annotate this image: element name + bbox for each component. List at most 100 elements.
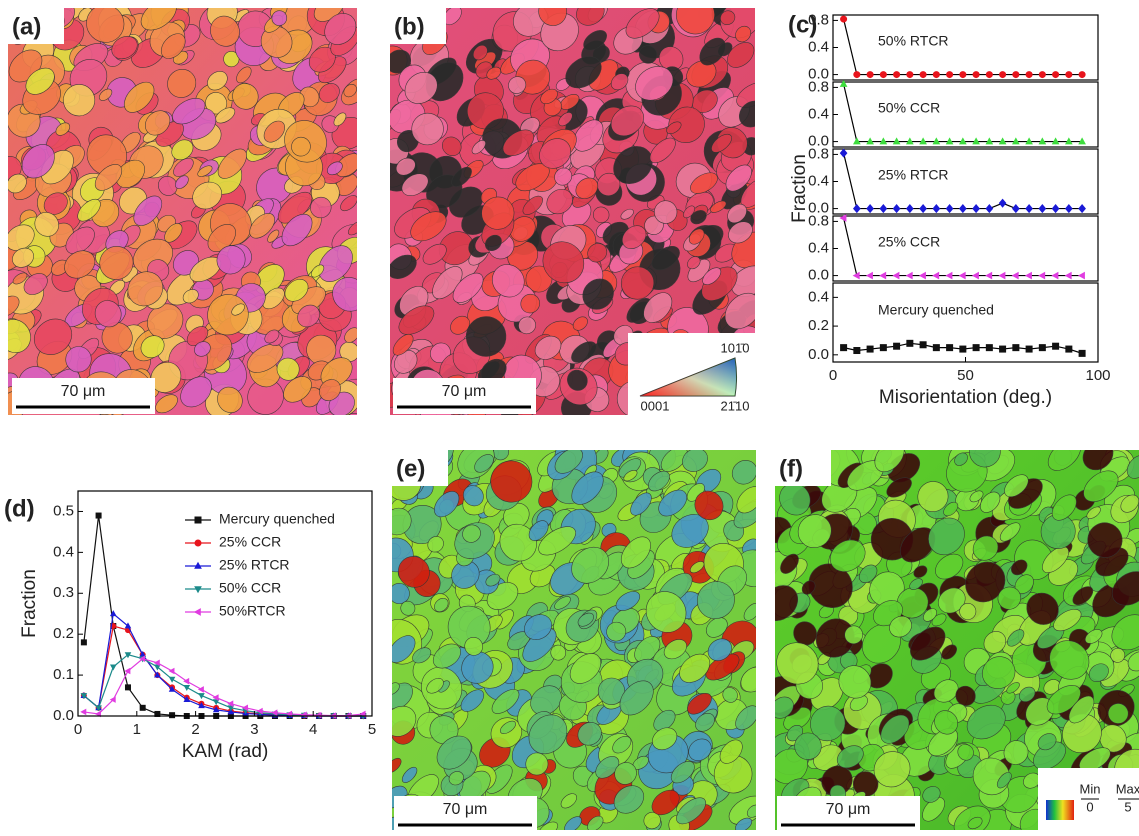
marker bbox=[906, 272, 913, 280]
marker bbox=[959, 204, 967, 213]
y-tick-label: 0.8 bbox=[808, 11, 829, 28]
marker bbox=[1078, 137, 1086, 144]
marker bbox=[1039, 71, 1046, 78]
marker bbox=[1052, 343, 1059, 350]
panel-label: (f) bbox=[779, 455, 803, 482]
marker bbox=[959, 71, 966, 78]
series-label: 50% RTCR bbox=[878, 33, 949, 49]
marker bbox=[866, 272, 873, 280]
subplot-frame bbox=[833, 82, 1098, 147]
marker bbox=[866, 204, 874, 213]
marker bbox=[839, 214, 846, 222]
marker bbox=[972, 272, 979, 280]
marker bbox=[1051, 272, 1058, 280]
marker bbox=[1052, 204, 1060, 213]
series-label: Mercury quenched bbox=[878, 302, 994, 318]
scale-text: 70 μm bbox=[826, 801, 871, 818]
y-tick-label: 0.4 bbox=[808, 288, 829, 305]
marker bbox=[1065, 272, 1072, 280]
y-tick-label: 0.8 bbox=[808, 212, 829, 229]
marker bbox=[933, 344, 940, 351]
y-tick-label: 0.0 bbox=[808, 267, 829, 284]
marker bbox=[973, 71, 980, 78]
x-tick-label: 100 bbox=[1085, 367, 1110, 384]
y-tick-label: 0.4 bbox=[808, 172, 829, 189]
marker bbox=[892, 272, 899, 280]
y-tick-label: 0.1 bbox=[53, 666, 74, 683]
kam-label: Max bbox=[1116, 781, 1139, 796]
scale-bar: 70 μm bbox=[393, 378, 536, 414]
marker bbox=[906, 204, 914, 213]
marker bbox=[853, 71, 860, 78]
y-axis-label: Fraction bbox=[19, 569, 40, 638]
body: { "panels": [ {"label": "(a)", "scale_ba… bbox=[0, 0, 1139, 836]
legend-label: Mercury quenched bbox=[219, 511, 335, 527]
scale-text: 70 μm bbox=[443, 801, 488, 818]
marker bbox=[986, 344, 993, 351]
legend-label: 25% CCR bbox=[219, 534, 281, 550]
marker bbox=[840, 80, 848, 87]
marker bbox=[1065, 71, 1072, 78]
legend-marker bbox=[195, 540, 202, 547]
marker bbox=[1065, 346, 1072, 353]
marker bbox=[110, 665, 117, 671]
marker bbox=[986, 71, 993, 78]
x-tick-label: 2 bbox=[191, 721, 199, 738]
marker bbox=[893, 204, 901, 213]
y-axis-label: Fraction bbox=[789, 154, 810, 223]
marker bbox=[1038, 272, 1045, 280]
page: body { margin: 0; background: #fff; font… bbox=[0, 0, 1139, 836]
marker bbox=[893, 137, 901, 144]
x-tick-label: 0 bbox=[74, 721, 82, 738]
x-tick-label: 3 bbox=[250, 721, 258, 738]
marker bbox=[999, 346, 1006, 353]
marker bbox=[1065, 137, 1073, 144]
marker bbox=[1012, 137, 1020, 144]
marker bbox=[893, 343, 900, 350]
x-tick-label: 50 bbox=[957, 367, 974, 384]
marker bbox=[946, 137, 954, 144]
panel-label: (d) bbox=[4, 495, 35, 522]
marker bbox=[999, 137, 1007, 144]
series-label: 25% RTCR bbox=[878, 167, 949, 183]
y-tick-label: 0.0 bbox=[808, 346, 829, 363]
marker bbox=[1025, 204, 1033, 213]
marker bbox=[879, 272, 886, 280]
scale-text: 70 μm bbox=[442, 383, 487, 400]
marker bbox=[959, 137, 967, 144]
marker bbox=[1039, 204, 1047, 213]
x-tick-label: 4 bbox=[309, 721, 317, 738]
marker bbox=[920, 71, 927, 78]
x-tick-label: 0 bbox=[829, 367, 837, 384]
kam-label: Min bbox=[1080, 781, 1101, 796]
subplot-frame bbox=[833, 216, 1098, 281]
marker bbox=[840, 149, 848, 158]
figure: (a) (b) (c) (d) (e) (f) 70 μm 70 μm 70 μ… bbox=[0, 0, 1139, 836]
marker bbox=[1052, 137, 1060, 144]
legend-marker bbox=[194, 562, 202, 569]
marker bbox=[945, 272, 952, 280]
marker bbox=[999, 71, 1006, 78]
marker bbox=[933, 71, 940, 78]
marker bbox=[998, 272, 1005, 280]
marker bbox=[946, 204, 954, 213]
panel-label: (e) bbox=[396, 455, 425, 482]
marker bbox=[1079, 350, 1086, 357]
marker bbox=[853, 347, 860, 354]
y-tick-label: 0.2 bbox=[808, 317, 829, 334]
subplot-frame bbox=[833, 149, 1098, 214]
marker bbox=[867, 346, 874, 353]
marker bbox=[986, 204, 994, 213]
marker bbox=[880, 204, 888, 213]
marker bbox=[1026, 71, 1033, 78]
marker bbox=[972, 137, 980, 144]
ipf-label: 21̄10 bbox=[721, 398, 750, 413]
marker bbox=[140, 705, 146, 711]
scale-bar: 70 μm bbox=[12, 378, 155, 414]
y-tick-label: 0.5 bbox=[53, 502, 74, 519]
marker bbox=[1078, 204, 1086, 213]
marker bbox=[198, 686, 204, 693]
marker bbox=[169, 712, 175, 718]
ipf-legend: 101̄0 0001 21̄10 bbox=[628, 333, 755, 415]
marker bbox=[853, 137, 861, 144]
